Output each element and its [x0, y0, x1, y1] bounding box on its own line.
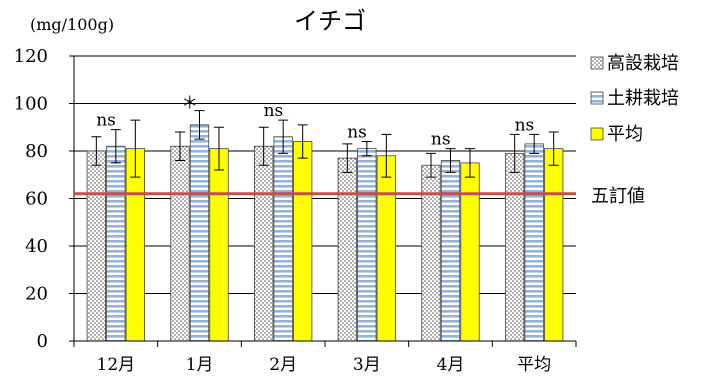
- unit-label: (mg/100g): [30, 15, 114, 34]
- legend-swatch-土耕栽培: [590, 91, 604, 105]
- x-tick-label: 4月: [437, 355, 465, 375]
- bar-高設栽培-1月: [170, 145, 190, 342]
- bar-高設栽培-平均: [505, 152, 525, 342]
- significance-label-12月: ns: [96, 111, 116, 131]
- legend-swatch-高設栽培: [590, 56, 604, 70]
- y-tick-label: 40: [25, 236, 48, 257]
- bar-土耕栽培-12月: [106, 145, 126, 342]
- significance-label-2月: ns: [264, 101, 284, 121]
- legend-swatch-平均: [590, 127, 604, 141]
- bar-土耕栽培-4月: [440, 160, 461, 342]
- y-tick-label: 80: [25, 141, 48, 162]
- bars: [86, 124, 564, 342]
- bar-土耕栽培-3月: [357, 148, 377, 342]
- y-tick-label: 120: [14, 46, 48, 67]
- error-bars: [91, 110, 559, 178]
- legend-label-平均: 平均: [607, 124, 643, 145]
- bar-平均-4月: [460, 162, 480, 342]
- bar-高設栽培-3月: [337, 157, 357, 342]
- y-tick-label: 100: [14, 94, 48, 115]
- bar-平均-3月: [376, 155, 396, 342]
- gridlines: [74, 55, 576, 294]
- significance-labels: ns ＊ ns ns ns ns: [96, 94, 534, 150]
- legend-label-高設栽培: 高設栽培: [607, 53, 679, 74]
- bar-土耕栽培-1月: [189, 124, 210, 342]
- significance-label-平均: ns: [515, 115, 535, 135]
- y-tick-label: 20: [25, 284, 48, 305]
- reference-line-group: 五訂値: [74, 186, 645, 207]
- bar-平均-2月: [293, 141, 313, 342]
- y-axis: 0 20 40 60 80 100 120: [14, 46, 75, 352]
- x-tick-label: 12月: [97, 355, 136, 375]
- chart-title: イチゴ: [294, 7, 366, 35]
- y-tick-label: 0: [37, 331, 48, 352]
- x-tick-label: 3月: [353, 355, 381, 375]
- x-tick-label: 2月: [269, 355, 297, 375]
- bar-平均-1月: [209, 148, 229, 342]
- x-tick-label: 1月: [186, 355, 214, 375]
- bar-高設栽培-12月: [86, 150, 106, 342]
- bar-土耕栽培-2月: [273, 136, 293, 342]
- x-tick-label: 平均: [517, 355, 551, 375]
- bar-平均-平均: [544, 148, 564, 342]
- legend-label-土耕栽培: 土耕栽培: [607, 88, 679, 109]
- significance-label-1月: ＊: [181, 94, 198, 114]
- y-tick-label: 60: [25, 189, 48, 210]
- reference-line-label: 五訂値: [591, 186, 645, 207]
- bar-高設栽培-4月: [421, 164, 441, 342]
- significance-label-3月: ns: [347, 123, 367, 143]
- significance-label-4月: ns: [431, 130, 451, 150]
- bar-高設栽培-2月: [254, 145, 274, 342]
- bar-土耕栽培-平均: [524, 143, 544, 342]
- x-axis: 12月 1月 2月 3月 4月 平均: [73, 340, 577, 375]
